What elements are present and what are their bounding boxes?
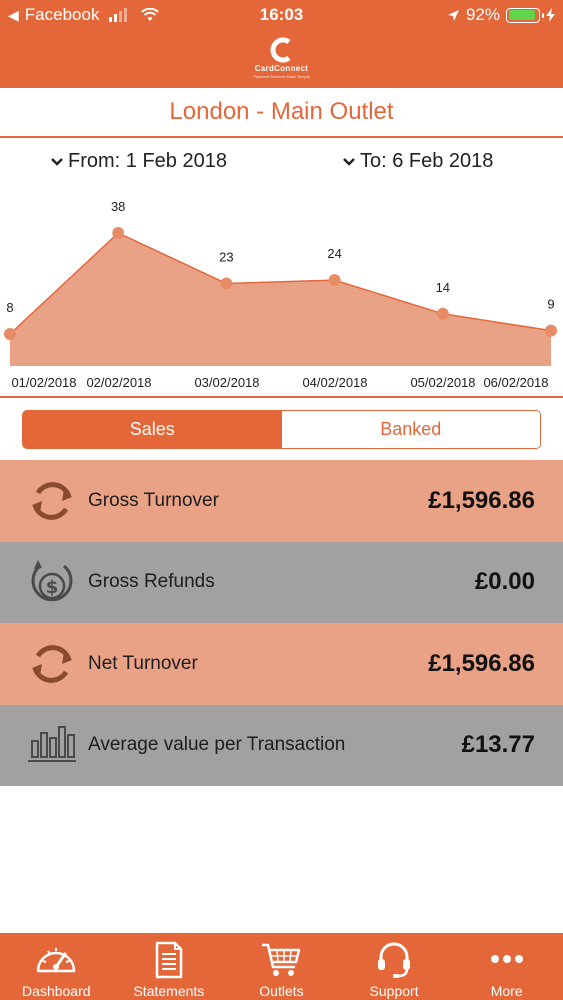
chevron-down-icon: [51, 157, 63, 166]
charging-bolt-icon: [546, 8, 555, 22]
row-label: Net Turnover: [88, 652, 198, 674]
chart-area: [10, 233, 551, 366]
row-gross-refunds[interactable]: $ Gross Refunds £0.00: [0, 541, 563, 623]
tab-outlets[interactable]: Outlets: [225, 933, 338, 1000]
cardconnect-logo-icon: [270, 37, 290, 63]
battery-percent: 92%: [465, 5, 500, 24]
segment-banked[interactable]: Banked: [281, 411, 540, 448]
chart-x-tick-label: 05/02/2018: [410, 375, 475, 390]
chart-x-tick-label: 01/02/2018: [11, 375, 76, 390]
location-arrow-icon: [447, 9, 459, 21]
row-label: Gross Turnover: [88, 489, 219, 511]
outlet-title[interactable]: London - Main Outlet: [0, 88, 563, 138]
brand-name: CardConnect: [254, 64, 309, 73]
chevron-down-icon: [343, 157, 355, 166]
back-to-app[interactable]: ◀ Facebook: [8, 5, 160, 25]
document-icon: [155, 941, 183, 979]
row-value: £0.00: [474, 568, 535, 596]
chart-line: [9, 232, 552, 335]
battery-icon: [506, 7, 544, 23]
summary-list: Gross Turnover £1,596.86 $ Gross Refunds…: [0, 460, 563, 786]
status-right: 92%: [447, 5, 555, 25]
brand-tagline: Payment Services Made Simple: [253, 74, 310, 79]
status-bar: ◀ Facebook 16:03 92%: [0, 0, 563, 30]
speedometer-icon: [37, 948, 76, 973]
date-to-selector[interactable]: To: 6 Feb 2018: [342, 150, 493, 173]
back-app-label: Facebook: [24, 5, 100, 24]
brand-logo: CardConnect Payment Services Made Simple: [0, 36, 563, 79]
bar-chart-icon: [28, 726, 76, 763]
sales-banked-toggle[interactable]: Sales Banked: [22, 410, 541, 449]
tab-label: Support: [369, 983, 419, 999]
chart-data-label: 8: [6, 300, 13, 315]
date-from-label: From: 1 Feb 2018: [68, 150, 227, 172]
bottom-tab-bar: Dashboard Statements Outlets: [0, 933, 563, 1000]
date-to-label: To: 6 Feb 2018: [360, 150, 494, 172]
chart-data-label: 38: [111, 199, 125, 214]
chart-divider: [0, 396, 563, 398]
sales-area-chart: 8 38 23 24 14 9 01/02/2018 02/02/2018 03/02/2018…: [4, 199, 557, 390]
chart-data-label: 23: [219, 250, 233, 265]
chart-x-tick-label: 04/02/2018: [302, 375, 367, 390]
row-value: £1,596.86: [428, 649, 535, 677]
signal-icon: [109, 8, 128, 22]
status-time: 16:03: [259, 5, 304, 24]
headset-icon: [378, 942, 411, 978]
ellipsis-icon: [490, 955, 523, 963]
row-net-turnover[interactable]: Net Turnover £1,596.86: [0, 623, 563, 705]
svg-text:$: $: [46, 577, 59, 598]
row-average-transaction[interactable]: Average value per Transaction £13.77: [0, 704, 563, 786]
row-label: Gross Refunds: [88, 571, 215, 593]
chart-point: [436, 307, 449, 320]
app-header: ◀ Facebook 16:03 92%: [0, 0, 563, 88]
row-label: Average value per Transaction: [88, 734, 346, 756]
chart-point: [545, 324, 557, 337]
row-value: £13.77: [461, 731, 535, 759]
chart-x-tick-label: 03/02/2018: [194, 375, 259, 390]
chart-data-label: 24: [327, 246, 341, 261]
cart-icon: [262, 943, 301, 976]
chart-x-tick-label: 02/02/2018: [86, 375, 151, 390]
tab-label: Dashboard: [22, 983, 91, 999]
tab-label: More: [490, 983, 523, 999]
circular-arrows-icon: [32, 644, 72, 683]
tab-dashboard[interactable]: Dashboard: [0, 933, 113, 1000]
row-value: £1,596.86: [428, 486, 535, 514]
chart-data-label: 9: [547, 297, 554, 312]
date-from-selector[interactable]: From: 1 Feb 2018: [50, 150, 227, 173]
circular-arrows-icon: [32, 481, 72, 520]
segment-sales[interactable]: Sales: [23, 411, 282, 448]
back-chevron-icon: ◀: [8, 6, 19, 23]
tab-statements[interactable]: Statements: [113, 933, 226, 1000]
tab-support[interactable]: Support: [338, 933, 451, 1000]
tab-label: Outlets: [259, 983, 304, 999]
chart-point: [112, 227, 125, 239]
wifi-icon: [141, 8, 160, 21]
chart-data-label: 14: [436, 280, 450, 295]
tab-more[interactable]: More: [450, 933, 563, 1000]
tab-label: Statements: [133, 983, 205, 999]
chart-x-tick-label: 06/02/2018: [483, 375, 548, 390]
dollar-refund-icon: $: [31, 560, 73, 602]
chart-point: [328, 274, 341, 287]
row-gross-turnover[interactable]: Gross Turnover £1,596.86: [0, 460, 563, 542]
chart-point: [220, 277, 233, 290]
chart-point: [4, 328, 16, 340]
